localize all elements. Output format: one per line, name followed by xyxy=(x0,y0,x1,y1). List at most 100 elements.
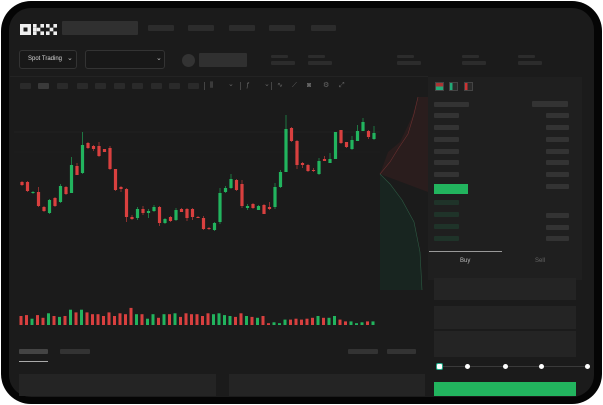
slider-stop[interactable] xyxy=(539,364,544,369)
volume-bar xyxy=(217,313,221,325)
bid-price[interactable] xyxy=(434,200,459,205)
timeframe-button[interactable] xyxy=(188,83,199,89)
order-size[interactable] xyxy=(546,184,569,189)
timeframe-button[interactable] xyxy=(20,83,31,89)
candle xyxy=(97,146,101,156)
slider-stop[interactable] xyxy=(503,364,508,369)
order-size[interactable] xyxy=(546,213,569,218)
candle xyxy=(157,207,162,223)
candle xyxy=(350,140,354,149)
search-box[interactable] xyxy=(62,21,138,35)
candle xyxy=(108,148,112,169)
price-input[interactable] xyxy=(434,278,576,300)
ask-price[interactable] xyxy=(434,125,459,130)
ask-price[interactable] xyxy=(434,149,459,154)
settings-icon[interactable]: ⚙ xyxy=(323,82,330,89)
volume-bar xyxy=(322,317,325,325)
total-input[interactable] xyxy=(434,331,576,357)
order-size[interactable] xyxy=(546,172,569,177)
candle xyxy=(278,172,283,187)
candle xyxy=(80,145,85,173)
order-size[interactable] xyxy=(546,113,569,118)
slider-handle[interactable] xyxy=(436,363,443,370)
volume-bar xyxy=(278,323,281,325)
candle xyxy=(322,159,327,161)
fullscreen-icon[interactable]: ⤢ xyxy=(339,82,345,89)
wave-icon[interactable]: ∿ xyxy=(277,82,283,89)
volume-bar xyxy=(140,314,144,325)
market-selector[interactable]: Spot Trading ⌄ xyxy=(19,50,77,69)
book-both-icon[interactable] xyxy=(435,82,444,91)
book-bids-icon[interactable] xyxy=(449,82,458,91)
candle xyxy=(168,217,173,221)
filter-button[interactable] xyxy=(348,349,378,354)
tab-open-orders[interactable] xyxy=(19,349,48,354)
order-size[interactable] xyxy=(546,125,569,130)
volume-bar xyxy=(294,318,298,325)
timeframe-button[interactable] xyxy=(114,83,125,89)
timeframe-button[interactable] xyxy=(151,83,162,89)
order-size[interactable] xyxy=(546,236,569,241)
candle-type-icon[interactable]: ⫼ xyxy=(210,82,214,89)
candle xyxy=(119,187,123,189)
candle xyxy=(317,161,321,174)
leverage-slider[interactable] xyxy=(436,363,590,370)
order-size[interactable] xyxy=(546,149,569,154)
filter-button[interactable] xyxy=(387,349,416,354)
info-card xyxy=(19,374,216,396)
candle xyxy=(31,192,35,193)
timeframe-button[interactable] xyxy=(132,83,143,89)
volume-bar xyxy=(168,314,171,325)
candlestick-chart[interactable] xyxy=(0,92,430,337)
tab-history[interactable] xyxy=(60,349,90,354)
tab-buy[interactable]: Buy xyxy=(460,258,471,264)
nav-item[interactable] xyxy=(269,25,295,31)
volume-bar xyxy=(190,314,193,325)
order-size[interactable] xyxy=(546,225,569,230)
tab-sell[interactable]: Sell xyxy=(535,258,546,264)
slider-stop[interactable] xyxy=(465,364,470,369)
order-size[interactable] xyxy=(546,137,569,142)
timeframe-button[interactable] xyxy=(95,83,106,89)
candle xyxy=(328,159,332,163)
pair-selector[interactable]: ⌄ xyxy=(85,50,165,69)
nav-item[interactable] xyxy=(311,25,336,31)
timeframe-button[interactable] xyxy=(169,83,180,89)
book-asks-icon[interactable] xyxy=(464,82,473,91)
ask-price[interactable] xyxy=(434,160,459,165)
ask-price[interactable] xyxy=(434,113,459,118)
volume-bar xyxy=(58,316,61,325)
bid-price[interactable] xyxy=(434,224,459,229)
tab-underline xyxy=(19,361,48,362)
bid-price[interactable] xyxy=(434,212,459,217)
mid-price[interactable] xyxy=(434,184,468,194)
buy-submit-button[interactable] xyxy=(434,382,576,396)
volume-bar xyxy=(80,309,83,325)
okx-logo[interactable] xyxy=(20,22,57,35)
nav-item[interactable] xyxy=(188,25,214,31)
chevron-down-icon[interactable]: ⌄ xyxy=(264,81,270,88)
order-size[interactable] xyxy=(546,160,569,165)
indicator-icon[interactable]: ƒ xyxy=(246,82,250,89)
candle xyxy=(306,165,310,171)
chevron-down-icon[interactable]: ⌄ xyxy=(228,81,234,88)
timeframe-button[interactable] xyxy=(57,83,68,89)
ruler-icon[interactable]: ⟋ xyxy=(292,82,297,89)
amount-input[interactable] xyxy=(434,306,576,329)
camera-icon[interactable]: ◙ xyxy=(307,82,312,89)
volume-bar xyxy=(173,313,177,325)
volume-bar xyxy=(245,316,248,325)
timeframe-button[interactable] xyxy=(38,83,49,89)
bid-price[interactable] xyxy=(434,236,459,241)
candle xyxy=(196,217,200,218)
ask-price[interactable] xyxy=(434,172,459,177)
candle xyxy=(75,166,79,175)
nav-item[interactable] xyxy=(229,25,255,31)
ask-price[interactable] xyxy=(434,137,459,142)
timeframe-button[interactable] xyxy=(77,83,88,89)
nav-item[interactable] xyxy=(148,25,174,31)
slider-stop[interactable] xyxy=(585,364,590,369)
volume-bar xyxy=(63,316,67,325)
candle xyxy=(256,206,261,210)
candle xyxy=(20,182,24,185)
